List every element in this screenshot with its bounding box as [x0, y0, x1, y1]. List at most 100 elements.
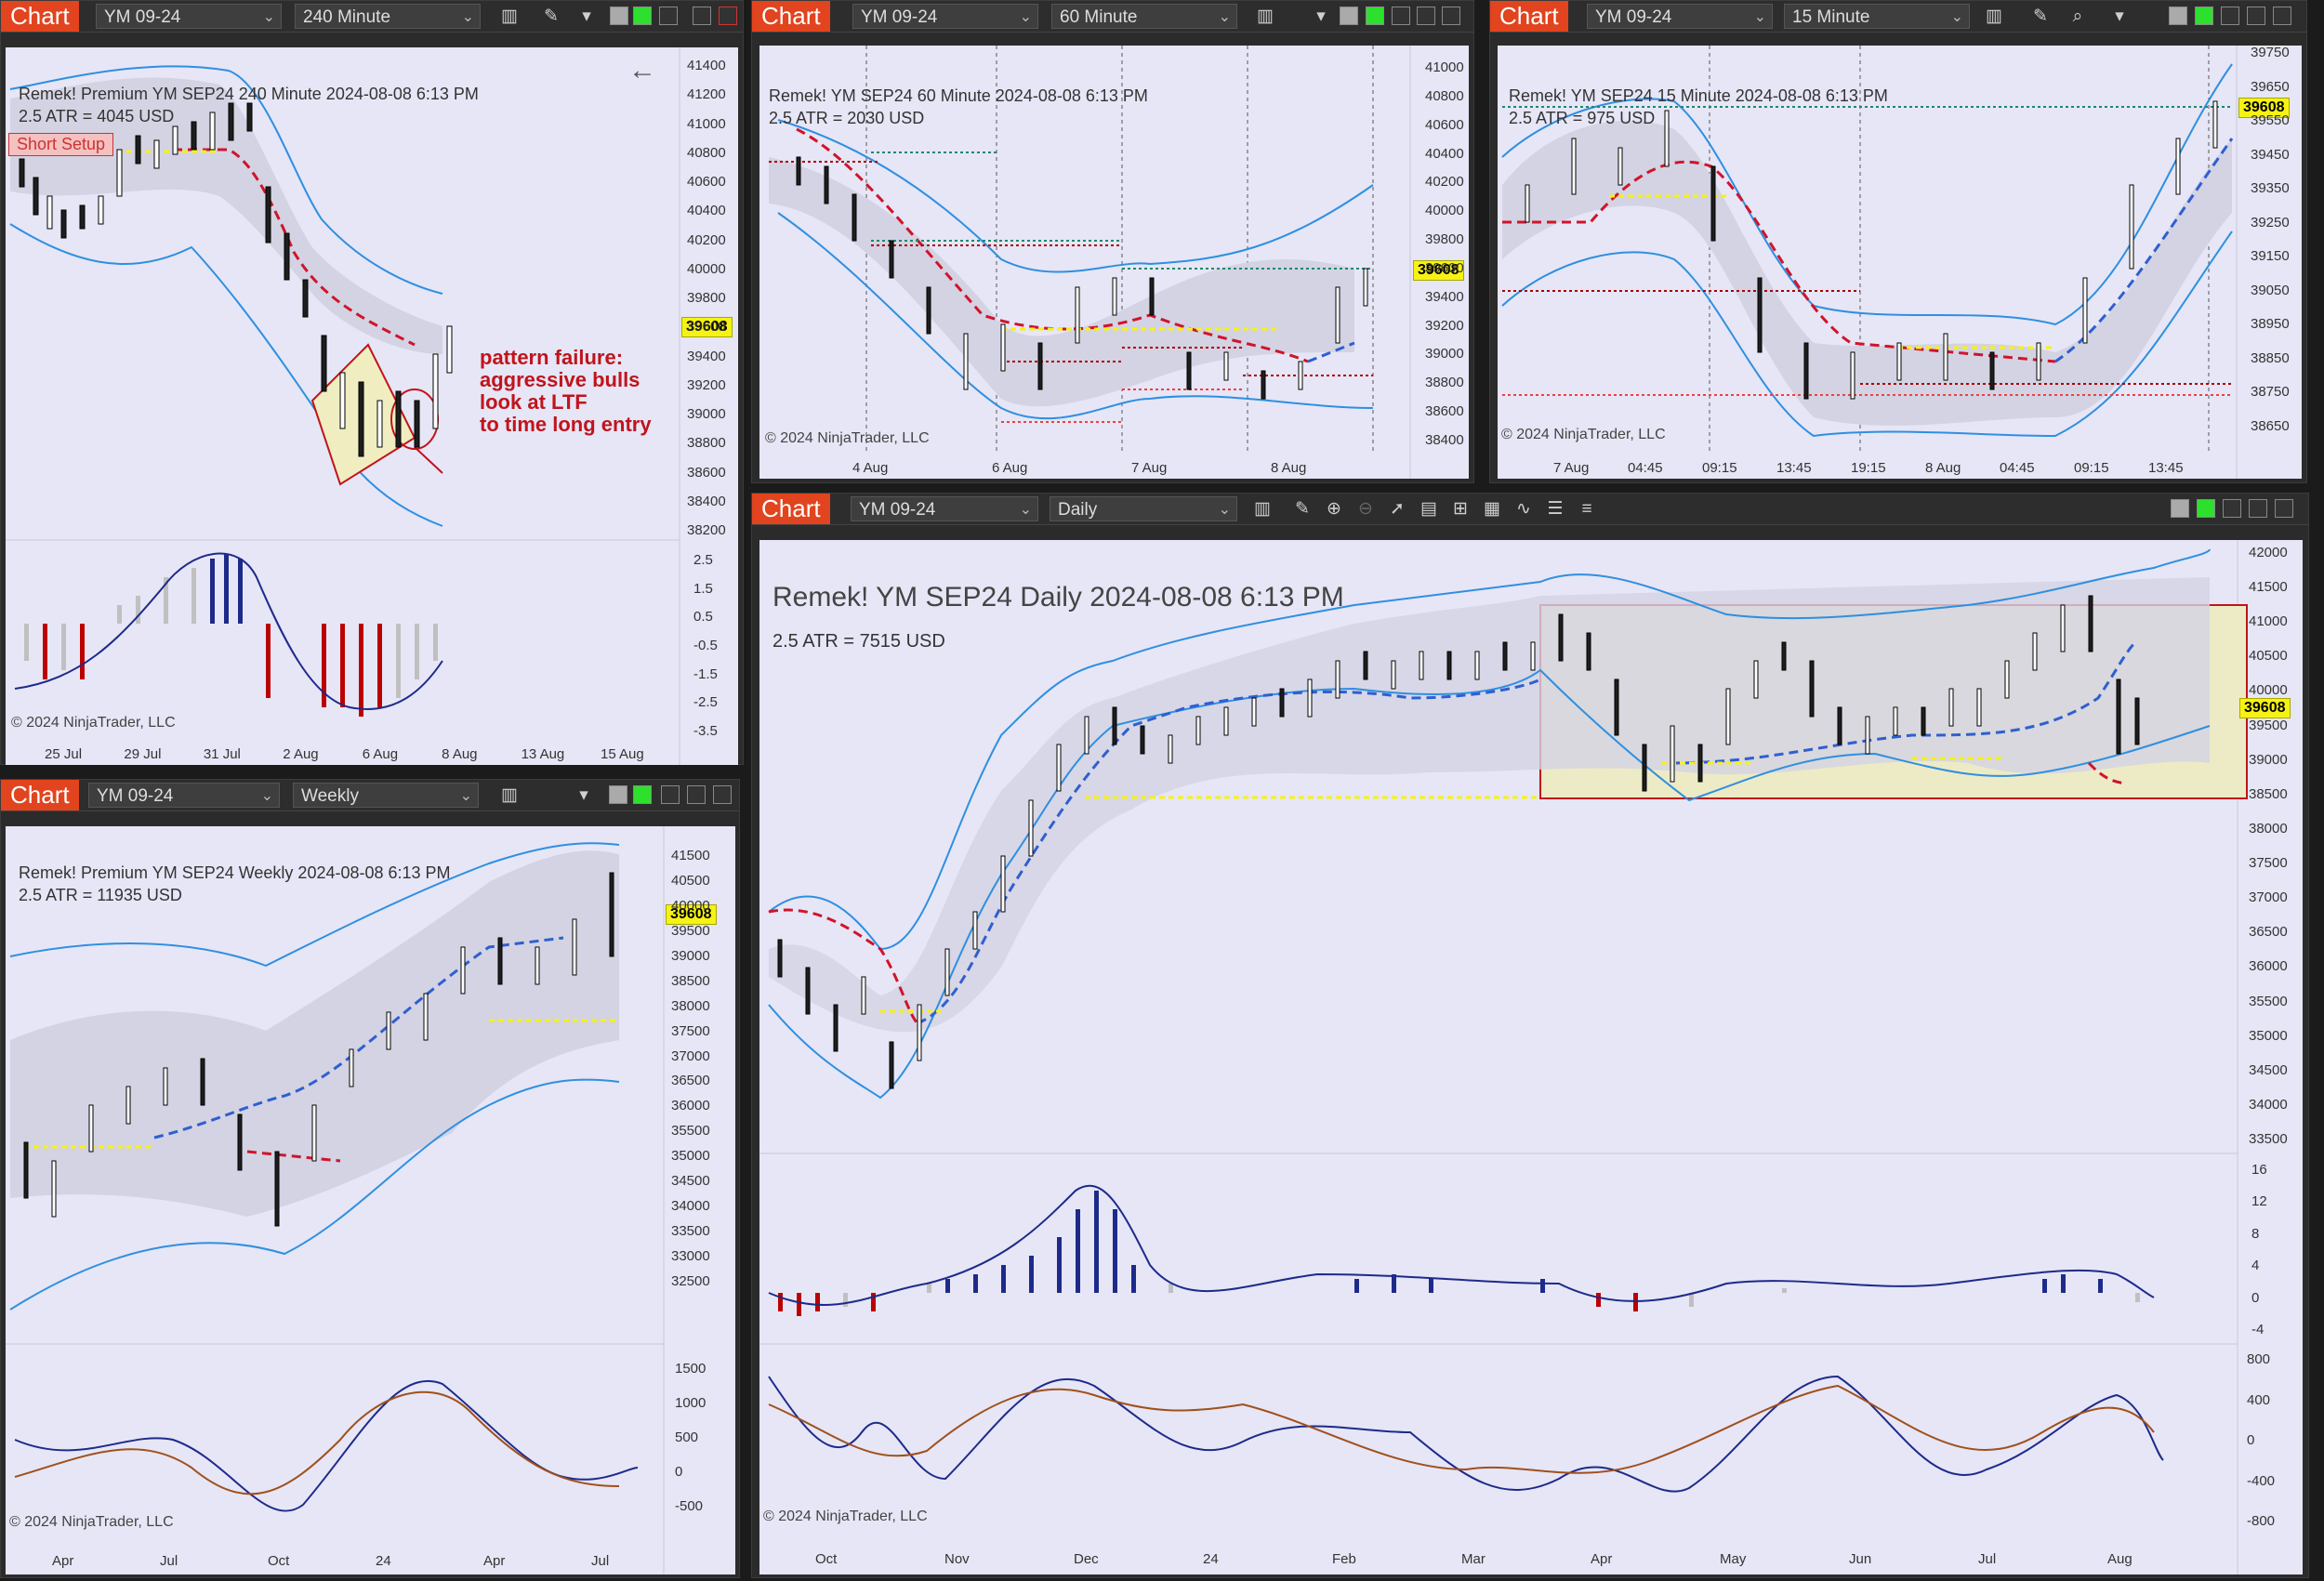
data-box-icon[interactable]: ▤ — [1420, 499, 1437, 519]
chart-tab[interactable]: Chart — [1, 780, 79, 810]
dropdown-icon[interactable]: ▾ — [579, 785, 588, 805]
close-button[interactable] — [719, 7, 737, 25]
zoom-icon[interactable]: ⌕ — [2072, 7, 2083, 26]
y-tick-label: 35500 — [671, 1123, 710, 1140]
y-tick-label: 39800 — [687, 290, 726, 306]
price-chart-svg — [769, 46, 1411, 479]
drawing-tool-icon[interactable]: ✎ — [2033, 7, 2048, 26]
y-tick-label: -800 — [2247, 1513, 2276, 1529]
dropdown-icon[interactable]: ▾ — [582, 7, 591, 26]
close-button[interactable] — [1442, 7, 1460, 25]
minimize-button[interactable] — [659, 7, 678, 25]
y-tick-label: 38650 — [2251, 418, 2290, 434]
price-panel[interactable]: Remek! YM SEP24 Daily 2024-08-08 6:13 PM… — [759, 540, 2303, 1574]
close-button[interactable] — [2275, 499, 2293, 518]
pointer-icon[interactable]: ➚ — [1390, 499, 1405, 519]
window-link-green-button[interactable] — [2197, 499, 2215, 518]
period-select[interactable]: Weekly ⌄ — [293, 783, 479, 808]
window-link-green-button[interactable] — [1366, 7, 1384, 25]
y-tick-label: 38500 — [2249, 785, 2288, 802]
oscillator-bars — [778, 1191, 2140, 1316]
x-tick-label: Jul — [591, 1553, 610, 1569]
y-tick-label: 41200 — [687, 86, 726, 103]
bar-style-icon[interactable]: ▥ — [1986, 7, 2002, 26]
maximize-button[interactable] — [1417, 7, 1435, 25]
maximize-button[interactable] — [2249, 499, 2267, 518]
y-tick-label: 36000 — [671, 1098, 710, 1114]
bar-style-icon[interactable]: ▥ — [1257, 7, 1274, 26]
minimize-button[interactable] — [661, 785, 680, 804]
period-select[interactable]: 240 Minute ⌄ — [295, 4, 481, 29]
window-link-green-button[interactable] — [633, 785, 652, 804]
zoom-in-icon[interactable]: ⊕ — [1327, 499, 1341, 519]
x-tick-label: Jul — [1978, 1551, 1997, 1567]
window-link-button[interactable] — [2171, 499, 2189, 518]
chart-tab[interactable]: Chart — [752, 494, 830, 524]
y-tick-label: -400 — [2247, 1472, 2276, 1489]
window-link-button[interactable] — [609, 785, 627, 804]
window-link-button[interactable] — [610, 7, 628, 25]
y-tick-label: -1.5 — [693, 665, 718, 682]
upper-band-line — [1501, 63, 2233, 326]
maximize-button[interactable] — [2247, 7, 2265, 25]
y-tick-label: 40500 — [671, 872, 710, 889]
y-tick-label: 0 — [675, 1464, 683, 1480]
zoom-out-icon[interactable]: ⊖ — [1358, 499, 1373, 519]
red-stop-line — [768, 908, 919, 1025]
back-arrow-icon[interactable]: ← — [628, 55, 656, 86]
y-tick-label: 39650 — [2251, 78, 2290, 95]
close-button[interactable] — [713, 785, 732, 804]
x-tick-label: 6 Aug — [992, 460, 1028, 476]
period-select[interactable]: 60 Minute ⌄ — [1051, 4, 1237, 29]
chart-tab[interactable]: Chart — [1490, 1, 1568, 32]
bar-style-icon[interactable]: ▥ — [501, 7, 518, 26]
window-link-green-button[interactable] — [2195, 7, 2213, 25]
arrow-line — [414, 446, 443, 474]
list-icon[interactable]: ≡ — [1581, 499, 1592, 519]
instrument-select[interactable]: YM 09-24 ⌄ — [851, 496, 1038, 521]
price-panel[interactable]: Remek! Premium YM SEP24 Weekly 2024-08-0… — [6, 826, 735, 1574]
price-panel[interactable]: Remek! Premium YM SEP24 240 Minute 2024-… — [6, 47, 738, 765]
dropdown-icon[interactable]: ▾ — [1316, 7, 1326, 26]
y-tick-label: 37500 — [2249, 855, 2288, 872]
chart-tab[interactable]: Chart — [1, 1, 79, 32]
instrument-select[interactable]: YM 09-24 ⌄ — [1587, 4, 1773, 29]
y-tick-label: 40200 — [1425, 174, 1464, 191]
period-select[interactable]: Daily ⌄ — [1050, 496, 1237, 521]
oscillator-line-blue — [768, 1375, 2164, 1493]
red-stop-line — [246, 1150, 341, 1163]
lower-band-line — [9, 223, 443, 527]
templates-icon[interactable]: ⊞ — [1453, 499, 1468, 519]
bar-style-icon[interactable]: ▥ — [1254, 499, 1271, 519]
properties-icon[interactable]: ☰ — [1547, 499, 1564, 519]
x-tick-label: Dec — [1074, 1551, 1099, 1567]
x-tick-label: Mar — [1461, 1551, 1486, 1567]
window-link-button[interactable] — [2169, 7, 2187, 25]
window-link-green-button[interactable] — [633, 7, 652, 25]
y-tick-label: 39000 — [2249, 751, 2288, 768]
y-tick-label: 37000 — [2249, 889, 2288, 906]
bar-style-icon[interactable]: ▥ — [501, 785, 518, 805]
blue-stop-line — [2054, 138, 2234, 363]
minimize-button[interactable] — [2221, 7, 2239, 25]
minimize-button[interactable] — [1392, 7, 1410, 25]
drawing-tool-icon[interactable]: ✎ — [544, 7, 559, 26]
maximize-button[interactable] — [693, 7, 711, 25]
close-button[interactable] — [2273, 7, 2291, 25]
drawing-tool-icon[interactable]: ✎ — [1295, 499, 1310, 519]
instrument-select[interactable]: YM 09-24 ⌄ — [88, 783, 280, 808]
y-tick-label: 0 — [2251, 1289, 2260, 1306]
instrument-select[interactable]: YM 09-24 ⌄ — [852, 4, 1038, 29]
period-select[interactable]: 15 Minute ⌄ — [1784, 4, 1970, 29]
window-link-button[interactable] — [1340, 7, 1358, 25]
dropdown-icon[interactable]: ▾ — [2115, 7, 2124, 26]
candles — [796, 156, 1368, 400]
indicators-icon[interactable]: ▦ — [1484, 499, 1500, 519]
instrument-select[interactable]: YM 09-24 ⌄ — [96, 4, 282, 29]
minimize-button[interactable] — [2223, 499, 2241, 518]
chart-tab[interactable]: Chart — [752, 1, 830, 32]
price-panel[interactable]: Remek! YM SEP24 60 Minute 2024-08-08 6:1… — [759, 46, 1469, 479]
strategies-icon[interactable]: ∿ — [1516, 499, 1531, 519]
price-panel[interactable]: Remek! YM SEP24 15 Minute 2024-08-08 6:1… — [1498, 45, 2302, 479]
maximize-button[interactable] — [687, 785, 706, 804]
